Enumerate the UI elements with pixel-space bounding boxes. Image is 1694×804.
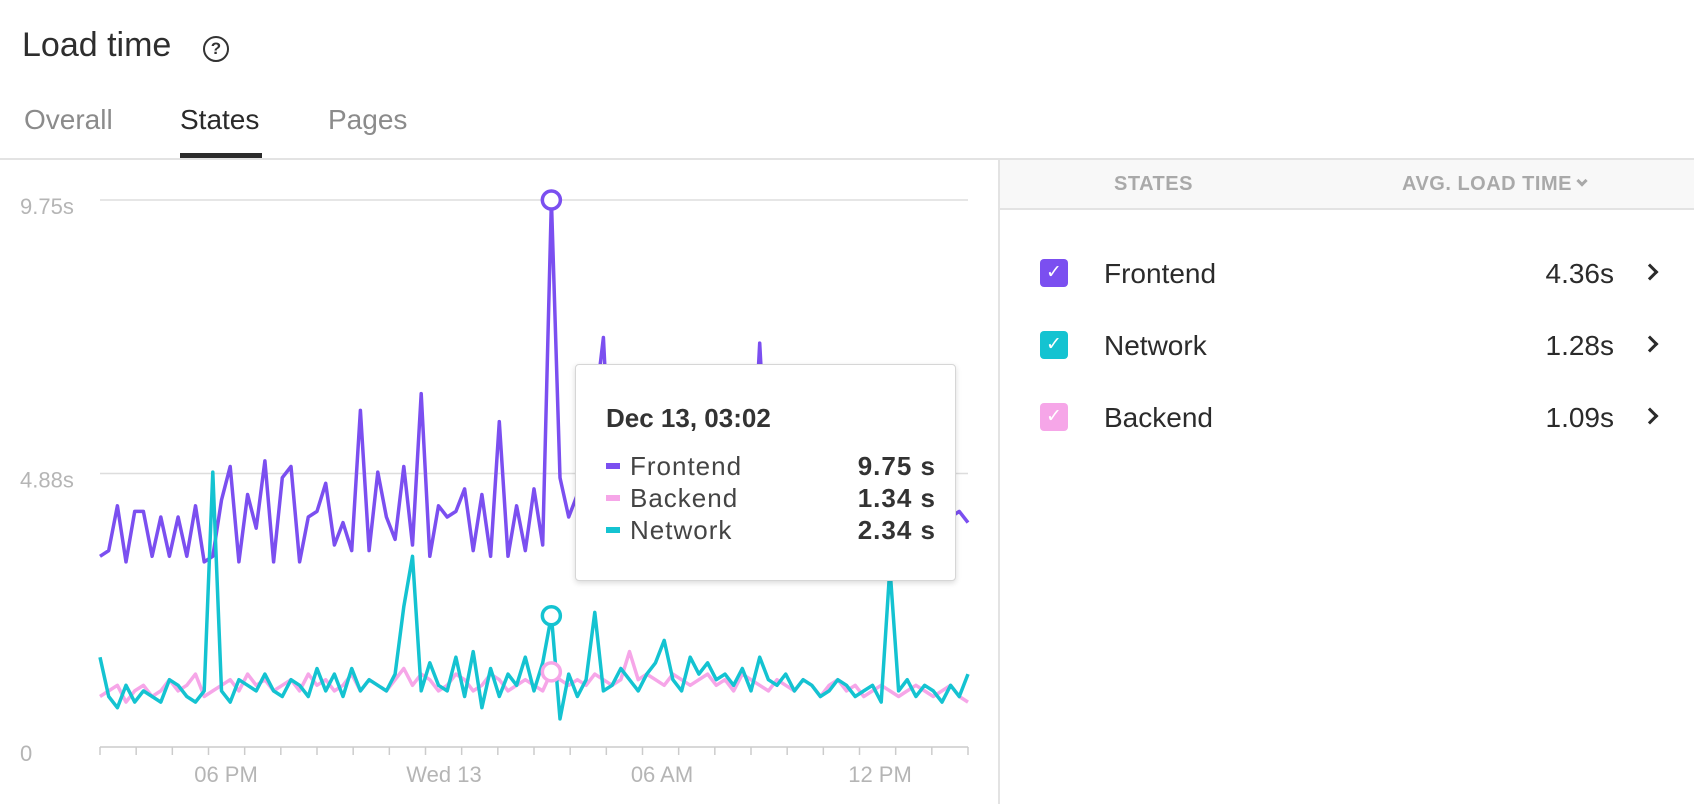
x-tick-label: 06 PM — [194, 762, 258, 787]
state-avg-value: 4.36s — [1545, 258, 1615, 289]
tab-states[interactable]: States — [180, 104, 260, 135]
header: Load time ? Overall States Pages — [0, 0, 1694, 160]
state-avg-value: 1.28s — [1545, 330, 1615, 361]
page-title: Load time — [22, 26, 172, 64]
tooltip-series-name: Frontend — [630, 451, 743, 481]
tooltip-swatch — [606, 463, 620, 469]
checkmark-icon: ✓ — [1046, 406, 1062, 427]
chevron-right-icon[interactable] — [1641, 263, 1659, 281]
state-name: Backend — [1104, 402, 1213, 433]
hover-marker-frontend — [540, 189, 563, 211]
chevron-right-icon[interactable] — [1641, 335, 1659, 353]
chart-tooltip: Dec 13, 03:02 Frontend 9.75 s Backend 1.… — [575, 364, 956, 581]
chart-svg: 9.75s 4.88s 0 06 PM Wed 13 06 AM 12 PM — [20, 189, 970, 787]
y-tick-label: 0 — [20, 741, 32, 766]
states-panel: STATES AVG. LOAD TIME ✓ Frontend 4.36s ✓… — [1000, 160, 1694, 804]
tooltip-series-value: 9.75 s — [857, 451, 936, 481]
tooltip-row-network: Network 2.34 s — [606, 515, 936, 545]
y-tick-label: 9.75s — [20, 194, 74, 219]
state-row-backend[interactable]: ✓ Backend 1.09s — [1000, 387, 1694, 447]
hover-marker-backend — [540, 661, 563, 683]
checkbox-backend[interactable]: ✓ — [1040, 403, 1068, 431]
column-header-states[interactable]: STATES — [1114, 173, 1193, 195]
tooltip-row-frontend: Frontend 9.75 s — [606, 451, 936, 481]
checkmark-icon: ✓ — [1046, 334, 1062, 355]
state-name: Frontend — [1104, 258, 1217, 289]
load-time-chart[interactable]: 9.75s 4.88s 0 06 PM Wed 13 06 AM 12 PM — [0, 160, 998, 804]
state-row-network[interactable]: ✓ Network 1.28s — [1000, 315, 1694, 375]
tooltip-series-name: Network — [630, 515, 733, 545]
tooltip-row-backend: Backend 1.34 s — [606, 483, 936, 513]
tooltip-swatch — [606, 495, 620, 501]
hover-marker-network — [540, 604, 563, 627]
state-name: Network — [1104, 330, 1207, 361]
tooltip-swatch — [606, 527, 620, 533]
checkbox-frontend[interactable]: ✓ — [1040, 259, 1068, 287]
active-tab-indicator — [180, 153, 262, 158]
checkbox-network[interactable]: ✓ — [1040, 331, 1068, 359]
state-row-frontend[interactable]: ✓ Frontend 4.36s — [1000, 243, 1694, 303]
tooltip-series-value: 1.34 s — [857, 483, 936, 513]
y-tick-label: 4.88s — [20, 468, 74, 493]
states-table-header: STATES AVG. LOAD TIME — [1000, 160, 1694, 210]
series-line-backend — [99, 649, 969, 704]
x-tick-label: 12 PM — [848, 762, 912, 787]
checkmark-icon: ✓ — [1046, 262, 1062, 283]
column-header-avg-label: AVG. LOAD TIME — [1402, 173, 1572, 195]
tab-pages[interactable]: Pages — [328, 104, 408, 135]
tooltip-series-name: Backend — [630, 483, 739, 513]
series-line-network — [98, 470, 970, 721]
x-tick-label: Wed 13 — [406, 762, 481, 787]
tooltip-series-value: 2.34 s — [857, 515, 936, 545]
tab-overall[interactable]: Overall — [24, 104, 113, 135]
panel-divider — [998, 160, 1000, 804]
x-tick-label: 06 AM — [631, 762, 693, 787]
state-avg-value: 1.09s — [1545, 402, 1615, 433]
help-circle-icon[interactable]: ? — [203, 36, 229, 62]
tooltip-title: Dec 13, 03:02 — [606, 403, 771, 433]
column-header-avg-load-time[interactable]: AVG. LOAD TIME — [1402, 173, 1588, 196]
chevron-down-icon — [1576, 175, 1588, 187]
chevron-right-icon[interactable] — [1641, 407, 1659, 425]
